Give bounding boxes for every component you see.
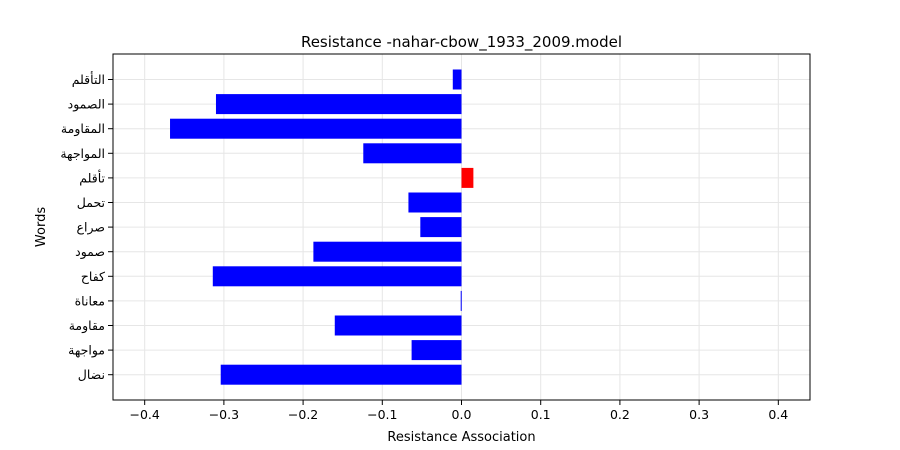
x-ticks: −0.4 −0.3 −0.2 −0.1 0.0 0.1 0.2 0.3 0.4: [130, 400, 788, 422]
y-ticks: التأقلم الصمود المقاومة المواجهة تأقلم تحمل صر…: [60, 71, 113, 382]
bar: [420, 217, 462, 238]
y-tick-label: الصمود: [68, 97, 105, 113]
bar: [460, 290, 462, 311]
y-tick-label: المقاومة: [61, 121, 105, 137]
x-tick-label: −0.3: [209, 407, 239, 422]
bar: [212, 266, 462, 287]
bar: [313, 241, 462, 262]
x-tick-label: −0.1: [367, 407, 397, 422]
x-tick-label: 0.0: [452, 407, 472, 422]
y-tick-label: المواجهة: [60, 146, 105, 162]
bar: [363, 143, 462, 164]
y-tick-label: مقاومة: [69, 318, 105, 334]
bar: [215, 94, 462, 115]
bar: [411, 340, 462, 361]
y-tick-label: مواجهة: [68, 343, 105, 359]
bars: [170, 69, 474, 385]
y-tick-label: صمود: [75, 244, 105, 260]
bar: [220, 364, 462, 385]
y-tick-label: صراع: [77, 220, 105, 236]
x-tick-label: −0.4: [130, 407, 160, 422]
x-axis-label: Resistance Association: [387, 430, 535, 445]
y-tick-label: معاناة: [75, 293, 105, 308]
bar: [334, 315, 462, 336]
chart-title: Resistance -nahar-cbow_1933_2009.model: [301, 33, 622, 52]
x-tick-label: −0.2: [288, 407, 318, 422]
bar: [170, 118, 462, 139]
y-tick-label: التأقلم: [72, 71, 105, 88]
bar: [461, 167, 474, 188]
y-tick-label: كفاح: [81, 269, 105, 284]
y-tick-label: نضال: [78, 367, 105, 382]
x-tick-label: 0.1: [531, 407, 551, 422]
x-tick-label: 0.4: [768, 407, 788, 422]
y-tick-label: تأقلم: [79, 169, 105, 186]
y-axis-label: Words: [34, 207, 49, 247]
bar: [408, 192, 462, 213]
x-tick-label: 0.3: [689, 407, 709, 422]
bar: [452, 69, 462, 90]
y-tick-label: تحمل: [77, 195, 106, 210]
x-tick-label: 0.2: [610, 407, 630, 422]
